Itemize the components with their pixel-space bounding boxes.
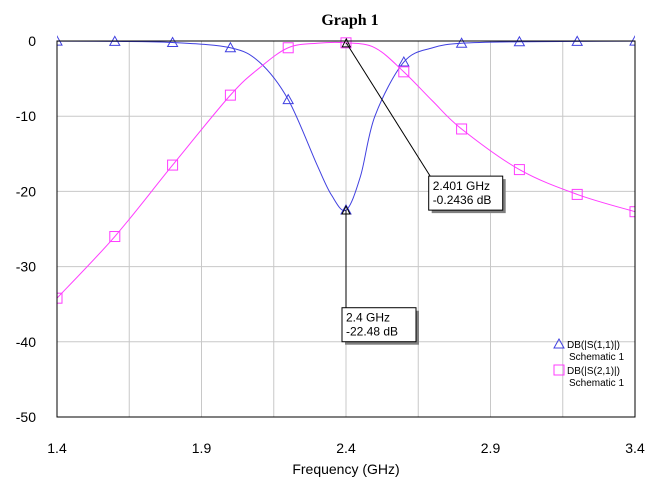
x-axis-label: Frequency (GHz): [292, 461, 399, 477]
series-2-marker: [629, 206, 635, 218]
y-tick-label: -30: [16, 259, 36, 275]
legend-entry-source: Schematic 1: [569, 352, 624, 363]
annotation-box-2: [341, 307, 417, 343]
y-tick-label: -10: [16, 108, 36, 124]
legend-marker-2: [553, 364, 565, 376]
plot-frame: [56, 40, 636, 418]
series-2-marker: [340, 37, 352, 49]
annotation-leader-1: [345, 42, 434, 181]
series-2-marker: [571, 188, 583, 200]
series-1-marker: [224, 41, 237, 53]
x-tick-label: 1.9: [192, 440, 212, 456]
annotation-marker-2: [341, 204, 351, 215]
annotation-text: 2.401 GHz: [433, 179, 490, 193]
series-2-marker: [282, 42, 294, 54]
y-tick-label: -50: [16, 409, 36, 425]
y-tick-label: -20: [16, 183, 36, 199]
tick-labels: 1.4 1.9 2.4 2.9 3.4 0 -10 -20 -30 -40 -50: [16, 33, 645, 456]
series-1-marker: [397, 56, 410, 67]
legend: DB(|S(1,1)|)Schematic 1DB(|S(2,1)|)Schem…: [553, 337, 624, 389]
series-1-marker: [166, 36, 179, 48]
series-1-marker: [455, 37, 468, 48]
series-2-marker: [398, 66, 410, 78]
annotation-text: -0.2436 dB: [433, 193, 492, 207]
legend-entry-name: DB(|S(1,1)|): [567, 340, 620, 351]
series-2-marker: [513, 164, 525, 176]
x-tick-label: 2.4: [336, 440, 356, 456]
series-2-marker: [167, 159, 179, 171]
series-2-marker: [57, 292, 63, 304]
series-2-marker: [224, 89, 236, 101]
y-tick-label: -40: [16, 334, 36, 350]
legend-entry-name: DB(|S(2,1)|): [567, 366, 620, 377]
series-1-marker: [282, 93, 295, 105]
chart-title: Graph 1: [321, 12, 378, 29]
legend-entry-source: Schematic 1: [569, 378, 624, 389]
annotation-box-1: [428, 175, 504, 211]
annotation-text: 2.4 GHz: [346, 311, 390, 325]
series-2-marker: [109, 231, 121, 243]
series-2-marker: [456, 123, 468, 135]
annotation-text: -22.48 dB: [346, 325, 398, 339]
y-tick-label: 0: [28, 33, 36, 49]
legend-marker-1: [553, 337, 565, 349]
x-tick-label: 2.9: [481, 440, 501, 456]
x-tick-label: 1.4: [47, 440, 67, 456]
x-tick-label: 3.4: [625, 440, 645, 456]
annotation-marker-1: [341, 37, 352, 48]
annotations: 2.401 GHz-0.2436 dB 2.4 GHz-22.48 dB: [341, 37, 506, 345]
